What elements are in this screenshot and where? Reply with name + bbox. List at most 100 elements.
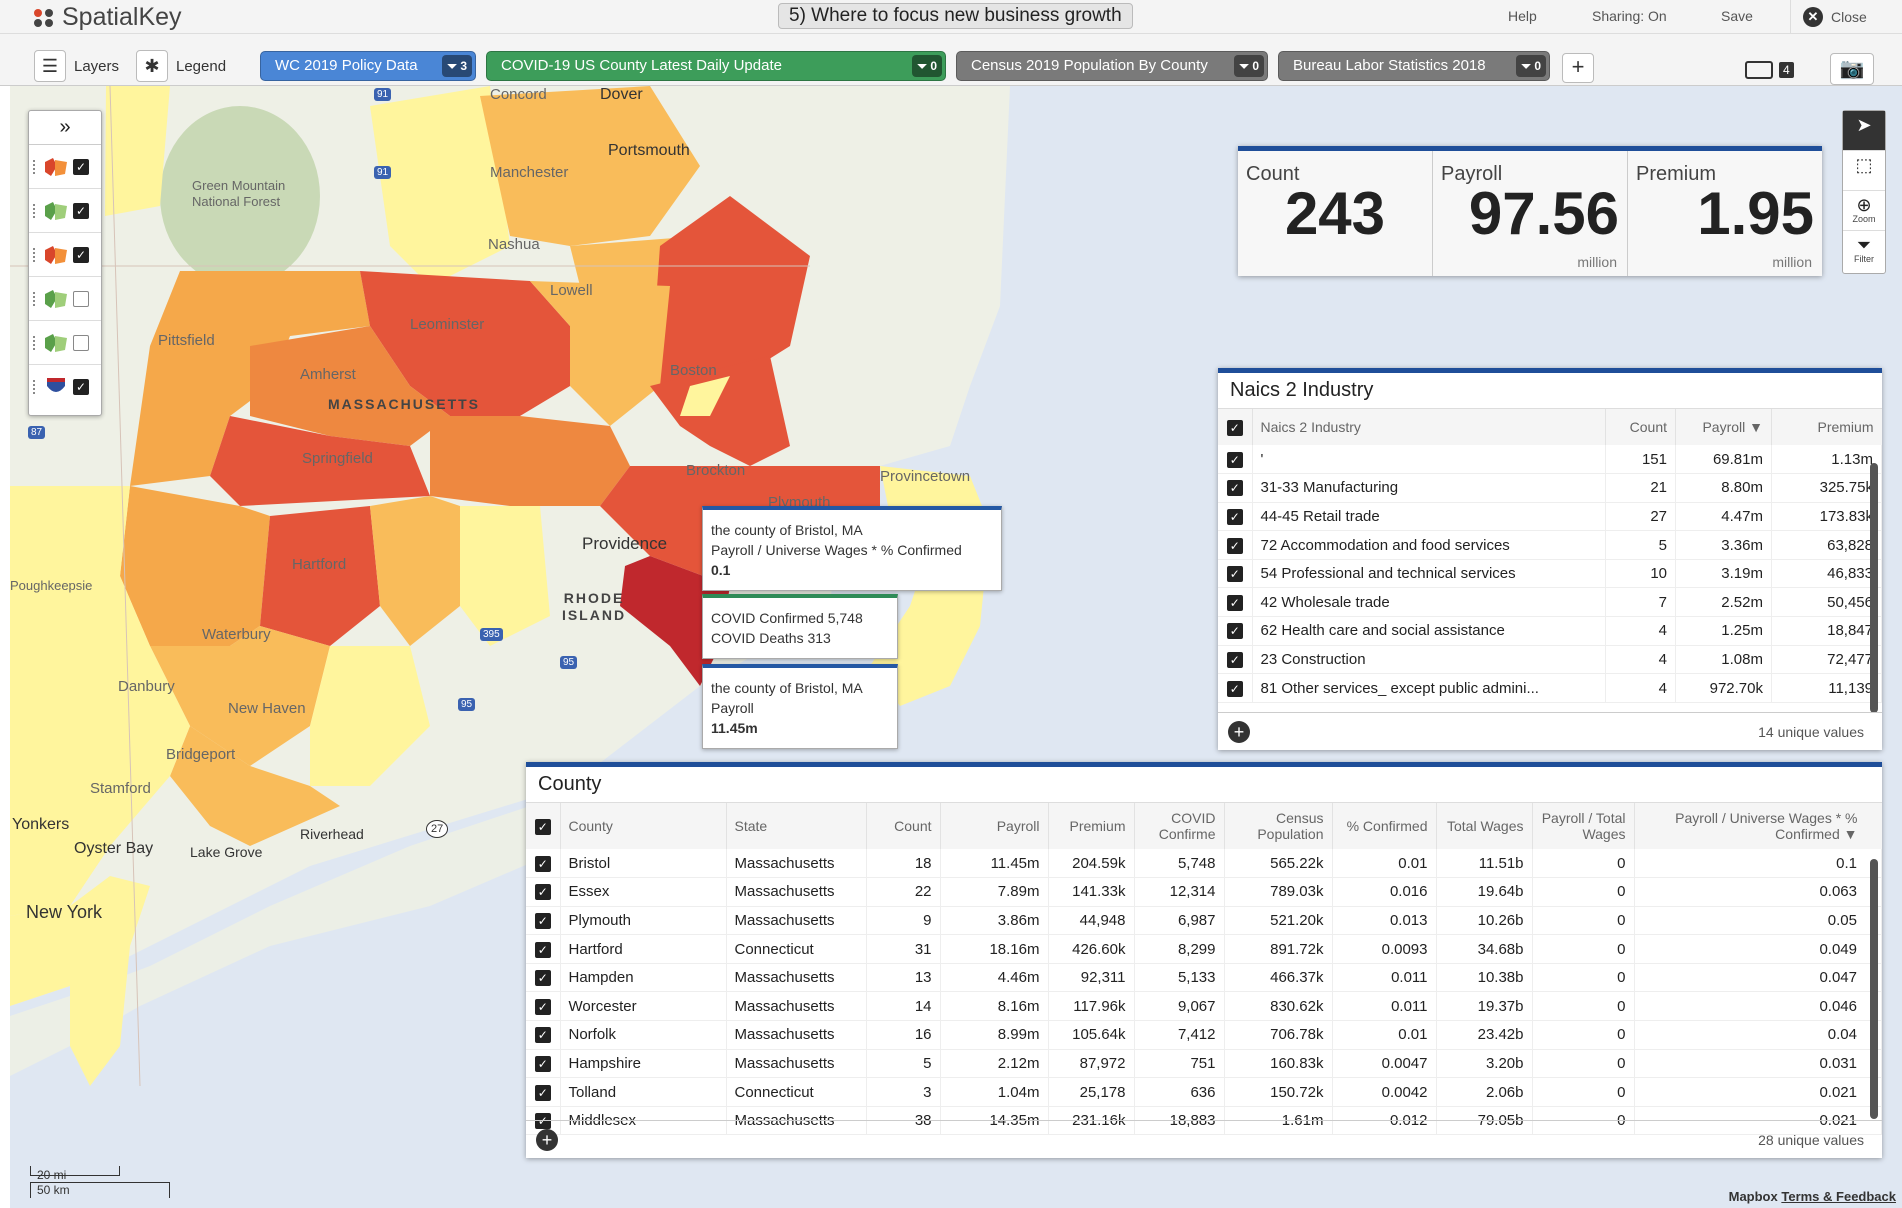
add-column-button[interactable]: + [1228, 721, 1250, 743]
select-all-checkbox[interactable]: ✓ [1226, 419, 1243, 436]
table-row[interactable]: ✓ 54 Professional and technical services 1… [1218, 559, 1882, 589]
layer-row[interactable]: ✓ [29, 233, 101, 277]
dataset-filter-badge[interactable]: ⏷ 3 [442, 55, 472, 77]
filter-button[interactable]: ⏷ Filter [1854, 235, 1874, 264]
row-checkbox[interactable]: ✓ [534, 941, 551, 958]
table-row[interactable]: ✓ 62 Health care and social assistance 4 1.… [1218, 616, 1882, 646]
col-header-industry[interactable]: Naics 2 Industry [1252, 409, 1606, 445]
sharing-link[interactable]: Sharing: On [1592, 8, 1667, 24]
table-row[interactable]: ✓ Essex Massachusetts 22 7.89m 141.33k 12,314 7… [526, 877, 1882, 907]
windows-button[interactable]: 4 [1745, 61, 1794, 79]
row-checkbox[interactable]: ✓ [534, 884, 551, 901]
screenshot-button[interactable]: 📷 [1830, 53, 1874, 85]
row-checkbox[interactable]: ✓ [534, 1113, 551, 1130]
drag-handle-icon[interactable] [33, 335, 39, 350]
col-header-count[interactable]: Count [866, 803, 941, 849]
row-checkbox[interactable]: ✓ [534, 998, 551, 1015]
table-row[interactable]: ✓ 31-33 Manufacturing 21 8.80m 325.75k [1218, 473, 1882, 503]
row-checkbox[interactable]: ✓ [1226, 566, 1243, 583]
lasso-tool-button[interactable]: ⬚ [1843, 151, 1885, 191]
col-header-payroll[interactable]: Payroll ▼ [1675, 409, 1772, 445]
dataset-filter-badge[interactable]: ⏷ 0 [912, 55, 942, 77]
drag-handle-icon[interactable] [33, 380, 39, 394]
layer-visibility-checkbox[interactable]: ✓ [73, 158, 89, 175]
table-row[interactable]: ✓ Bristol Massachusetts 18 11.45m 204.59k 5,74… [526, 849, 1882, 879]
layer-visibility-checkbox[interactable]: ✓ [73, 379, 89, 395]
drag-handle-icon[interactable] [33, 159, 39, 174]
layer-row[interactable] [29, 321, 101, 365]
col-header-premium[interactable]: Premium [1048, 803, 1135, 849]
layer-row[interactable]: ✓ [29, 365, 101, 409]
row-checkbox[interactable]: ✓ [534, 855, 551, 872]
dataset-tab-bls[interactable]: Bureau Labor Statistics 2018 ⏷ 0 [1278, 51, 1550, 81]
layers-button[interactable]: ☰ Layers [34, 50, 119, 82]
add-dataset-button[interactable]: + [1562, 53, 1594, 83]
table-row[interactable]: ✓ Hampshire Massachusetts 5 2.12m 87,972 751 16… [526, 1049, 1882, 1079]
table-row[interactable]: ✓ 72 Accommodation and food services 5 3.36… [1218, 530, 1882, 560]
dataset-filter-badge[interactable]: ⏷ 0 [1516, 55, 1546, 77]
dataset-tab-census[interactable]: Census 2019 Population By County ⏷ 0 [956, 51, 1268, 81]
drag-handle-icon[interactable] [33, 247, 39, 262]
drag-handle-icon[interactable] [33, 291, 39, 306]
naics-scrollbar[interactable] [1870, 463, 1878, 713]
col-header-payroll[interactable]: Payroll [940, 803, 1049, 849]
col-header-pct-confirmed[interactable]: % Confirmed [1332, 803, 1437, 849]
save-link[interactable]: Save [1721, 8, 1753, 24]
table-row[interactable]: ✓ Plymouth Massachusetts 9 3.86m 44,948 6,987 5… [526, 906, 1882, 936]
row-checkbox[interactable]: ✓ [534, 912, 551, 929]
layer-visibility-checkbox[interactable] [73, 290, 89, 307]
row-checkbox[interactable]: ✓ [534, 1084, 551, 1101]
table-row[interactable]: ✓ ' 151 69.81m 1.13m [1218, 445, 1882, 475]
row-checkbox[interactable]: ✓ [534, 1027, 551, 1044]
col-header-state[interactable]: State [726, 803, 867, 849]
col-header-county[interactable]: County [560, 803, 727, 849]
map-canvas[interactable]: Dover Concord Portsmouth Manchester Nash… [10, 86, 1902, 1208]
dashboard-title[interactable]: 5) Where to focus new business growth [778, 3, 1133, 29]
col-header-census-population[interactable]: Census Population [1224, 803, 1333, 849]
select-all-checkbox[interactable]: ✓ [534, 818, 551, 835]
row-checkbox[interactable]: ✓ [1226, 594, 1243, 611]
col-header-payroll-universe-wages[interactable]: Payroll / Universe Wages * % Confirmed ▼ [1675, 810, 1858, 842]
select-tool-button[interactable]: ➤ [1843, 111, 1885, 151]
row-checkbox[interactable]: ✓ [1226, 623, 1243, 640]
add-column-button[interactable]: + [536, 1129, 558, 1151]
table-row[interactable]: ✓ Worcester Massachusetts 14 8.16m 117.96k 9,0… [526, 991, 1882, 1022]
dataset-filter-badge[interactable]: ⏷ 0 [1234, 55, 1264, 77]
zoom-button[interactable]: ⊕ Zoom [1843, 191, 1885, 231]
expand-layers-button[interactable]: » [29, 111, 101, 145]
legend-button[interactable]: ✱ Legend [136, 50, 226, 82]
row-checkbox[interactable]: ✓ [1226, 537, 1243, 554]
dataset-tab-covid[interactable]: COVID-19 US County Latest Daily Update ⏷… [486, 51, 946, 81]
app-logo[interactable]: SpatialKey [34, 3, 182, 32]
layer-row[interactable] [29, 277, 101, 321]
col-header-payroll-total-wages[interactable]: Payroll / Total Wages [1532, 803, 1635, 849]
terms-feedback-link[interactable]: Terms & Feedback [1781, 1189, 1896, 1204]
row-checkbox[interactable]: ✓ [534, 1055, 551, 1072]
row-checkbox[interactable]: ✓ [1226, 651, 1243, 668]
table-row[interactable]: ✓ 44-45 Retail trade 27 4.47m 173.83k [1218, 502, 1882, 532]
row-checkbox[interactable]: ✓ [534, 970, 551, 987]
layer-visibility-checkbox[interactable]: ✓ [73, 202, 89, 219]
county-scrollbar[interactable] [1870, 859, 1878, 1119]
layer-row[interactable]: ✓ [29, 145, 101, 189]
table-row[interactable]: ✓ 23 Construction 4 1.08m 72,477 [1218, 645, 1882, 675]
table-row[interactable]: ✓ Norfolk Massachusetts 16 8.99m 105.64k 7,412… [526, 1020, 1882, 1050]
col-header-covid-confirmed[interactable]: COVID Confirme [1134, 803, 1225, 849]
help-link[interactable]: Help [1508, 8, 1537, 24]
row-checkbox[interactable]: ✓ [1226, 680, 1243, 697]
layer-visibility-checkbox[interactable]: ✓ [73, 246, 89, 263]
row-checkbox[interactable]: ✓ [1226, 508, 1243, 525]
table-row[interactable]: ✓ Tolland Connecticut 3 1.04m 25,178 636 150.72… [526, 1077, 1882, 1107]
row-checkbox[interactable]: ✓ [1226, 451, 1243, 468]
layer-row[interactable]: ✓ [29, 189, 101, 233]
table-row[interactable]: ✓ Hampden Massachusetts 13 4.46m 92,311 5,133 4… [526, 963, 1882, 993]
layer-visibility-checkbox[interactable] [73, 334, 89, 351]
row-checkbox[interactable]: ✓ [1226, 480, 1243, 497]
col-header-premium[interactable]: Premium [1817, 419, 1874, 435]
close-button[interactable]: ✕ Close [1790, 0, 1902, 34]
table-row[interactable]: ✓ 42 Wholesale trade 7 2.52m 50,456 [1218, 587, 1882, 618]
table-row[interactable]: ✓ 81 Other services_ except public admini… [1218, 673, 1882, 703]
col-header-total-wages[interactable]: Total Wages [1436, 803, 1533, 849]
table-row[interactable]: ✓ Hartford Connecticut 31 18.16m 426.60k 8,299… [526, 934, 1882, 964]
col-header-count[interactable]: Count [1605, 409, 1676, 445]
